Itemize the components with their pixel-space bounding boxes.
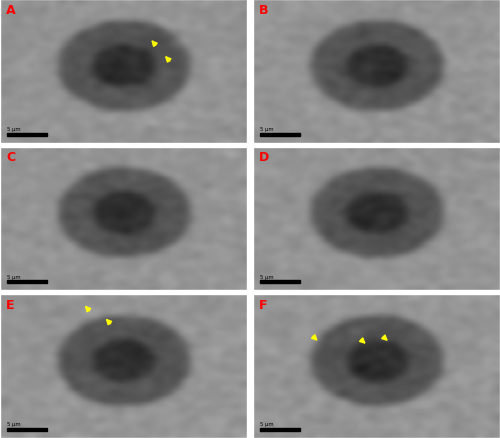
Text: D: D bbox=[260, 151, 270, 164]
Text: 5 μm: 5 μm bbox=[8, 127, 21, 132]
Bar bbox=[8, 427, 47, 431]
Text: 5 μm: 5 μm bbox=[8, 421, 21, 426]
Text: E: E bbox=[6, 298, 14, 311]
Text: 5 μm: 5 μm bbox=[260, 421, 274, 426]
Text: C: C bbox=[6, 151, 16, 164]
Text: B: B bbox=[260, 4, 269, 17]
Bar bbox=[260, 427, 300, 431]
Text: F: F bbox=[260, 298, 268, 311]
Text: 5 μm: 5 μm bbox=[260, 127, 274, 132]
Bar bbox=[8, 133, 47, 136]
Text: 5 μm: 5 μm bbox=[8, 274, 21, 279]
Text: A: A bbox=[6, 4, 16, 17]
Bar bbox=[8, 280, 47, 284]
Text: 5 μm: 5 μm bbox=[260, 274, 274, 279]
Bar bbox=[260, 280, 300, 284]
Bar bbox=[260, 133, 300, 136]
